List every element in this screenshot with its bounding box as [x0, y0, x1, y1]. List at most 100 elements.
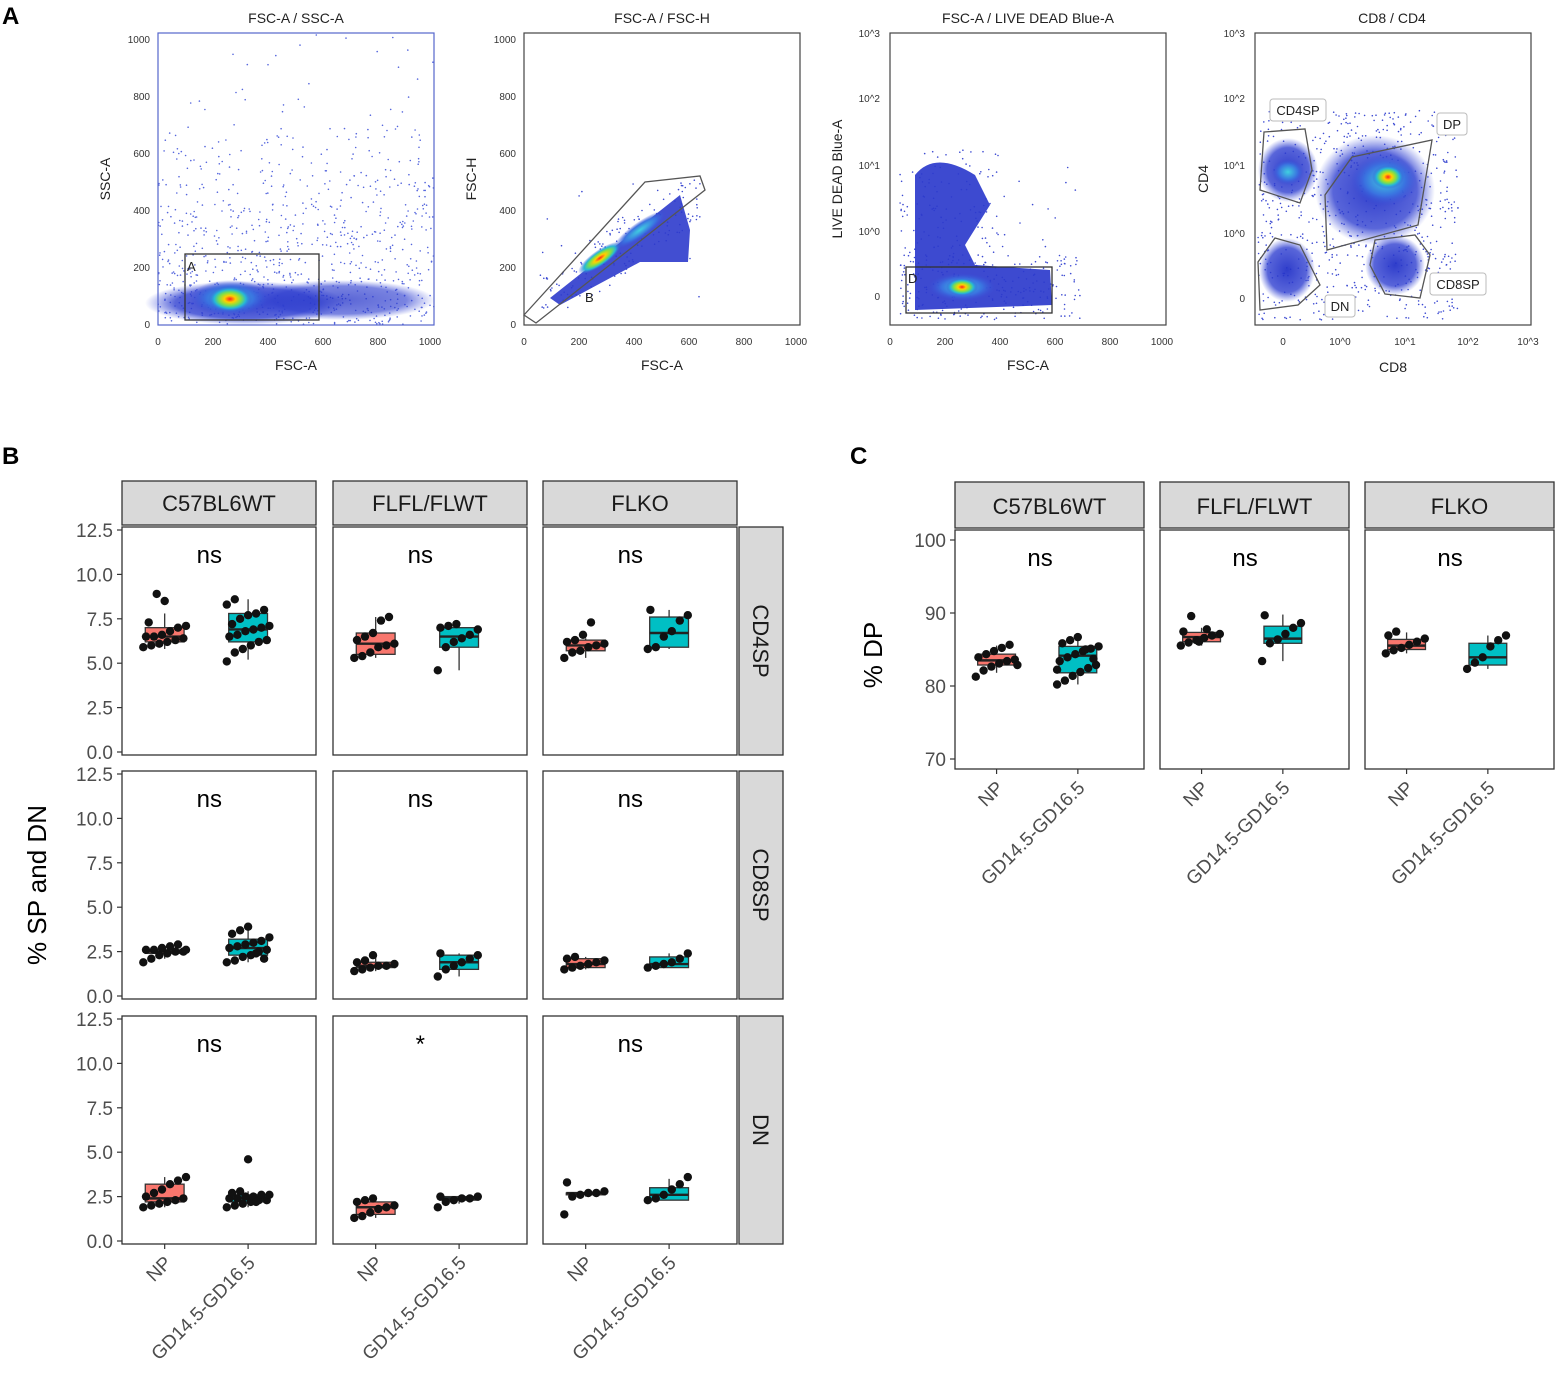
flow-plot-4-yticks: 0 10^0 10^1 10^2 10^3: [1224, 29, 1246, 305]
event-dot: [1079, 294, 1081, 297]
event-dot: [243, 207, 246, 210]
event-dot: [1433, 302, 1436, 304]
event-dot: [244, 248, 247, 250]
event-dot: [1351, 286, 1353, 289]
data-point: [1397, 643, 1406, 653]
event-dot: [280, 214, 283, 217]
event-dot: [427, 268, 430, 271]
event-dot: [1444, 217, 1447, 220]
strip-row: [738, 770, 784, 1000]
event-dot: [425, 204, 428, 206]
data-point: [265, 621, 274, 631]
event-dot: [1444, 161, 1446, 163]
event-dot: [1268, 120, 1270, 122]
data-point: [1071, 650, 1080, 659]
panel-c-boxplot: C57BL6WTns708090100NPGD14.5-GD16.5FLFL/F…: [858, 481, 1555, 890]
event-dot: [1343, 135, 1346, 138]
event-dot: [1364, 284, 1366, 287]
facet-panel: ns: [1159, 529, 1350, 770]
event-dot: [1440, 311, 1442, 313]
event-dot: [617, 220, 619, 223]
event-dot: [1045, 261, 1047, 263]
event-dot: [1296, 236, 1299, 239]
event-dot: [316, 239, 319, 242]
facet-panel: ns: [332, 770, 528, 1000]
flow-plot-4-title: CD8 / CD4: [1358, 10, 1426, 26]
panel-b-ylabel: % SP and DN: [22, 805, 52, 965]
event-dot: [1262, 236, 1264, 239]
event-dot: [289, 258, 292, 261]
event-dot: [609, 284, 611, 287]
event-dot: [901, 274, 904, 276]
data-point: [171, 1196, 180, 1205]
data-point: [262, 635, 271, 645]
event-dot: [229, 257, 231, 259]
data-point: [238, 952, 247, 962]
event-dot: [1356, 255, 1358, 257]
event-dot: [1345, 113, 1348, 115]
y-tick-label: 2.5: [87, 943, 113, 964]
facet-panel: ns: [121, 526, 317, 756]
event-dot: [1451, 242, 1453, 244]
event-dot: [268, 221, 271, 224]
event-dot: [1331, 318, 1334, 320]
strip-row-label: DN: [748, 1114, 773, 1146]
strip-row-label: CD4SP: [748, 604, 773, 677]
event-dot: [348, 138, 350, 141]
data-point: [149, 1188, 159, 1198]
gate-label-dn: DN: [1324, 294, 1356, 318]
event-dot: [161, 219, 164, 221]
event-dot: [1007, 255, 1009, 257]
event-dot: [993, 318, 996, 321]
box-gd14-5-gd16-5: [643, 949, 692, 972]
event-dot: [383, 194, 385, 196]
event-dot: [414, 182, 417, 184]
box-np: [139, 589, 191, 652]
event-dot: [1327, 291, 1329, 294]
event-dot: [245, 230, 248, 233]
event-dot: [907, 283, 909, 286]
event-dot: [407, 96, 410, 98]
gate-d: [905, 266, 1053, 314]
event-dot: [1455, 169, 1457, 171]
event-dot: [980, 171, 982, 173]
data-point: [1281, 629, 1290, 639]
event-dot: [278, 234, 280, 237]
event-dot: [1339, 262, 1341, 264]
event-dot: [158, 254, 161, 256]
event-dot: [1442, 158, 1445, 161]
event-dot: [394, 234, 396, 236]
data-point: [586, 618, 596, 627]
event-dot: [369, 185, 372, 187]
flow-plot-4-xlabel: CD8: [1379, 359, 1407, 375]
event-dot: [179, 219, 181, 222]
data-point: [592, 1188, 601, 1198]
event-dot: [211, 147, 214, 149]
event-dot: [227, 246, 229, 248]
event-dot: [1329, 244, 1331, 246]
gate-b-label: B: [585, 290, 594, 305]
event-dot: [1439, 226, 1442, 229]
event-dot: [186, 223, 189, 226]
data-point: [1063, 653, 1072, 662]
data-point: [449, 637, 458, 647]
fc2-xtick: 200: [571, 337, 588, 348]
event-dot: [229, 153, 231, 156]
event-dot: [246, 63, 249, 66]
event-dot: [1276, 208, 1279, 211]
significance-label: ns: [1437, 545, 1462, 572]
event-dot: [991, 227, 994, 229]
event-dot: [331, 269, 334, 271]
event-dot: [1331, 253, 1333, 256]
event-dot: [1319, 137, 1321, 140]
data-point: [225, 943, 234, 953]
event-dot: [1386, 124, 1388, 127]
event-dot: [1019, 222, 1021, 224]
event-dot: [346, 242, 349, 245]
event-dot: [310, 198, 313, 200]
event-dot: [385, 248, 388, 250]
event-dot: [203, 255, 205, 258]
box-gd14-5-gd16-5: [1052, 632, 1103, 689]
data-point: [374, 961, 383, 970]
event-dot: [232, 183, 234, 186]
